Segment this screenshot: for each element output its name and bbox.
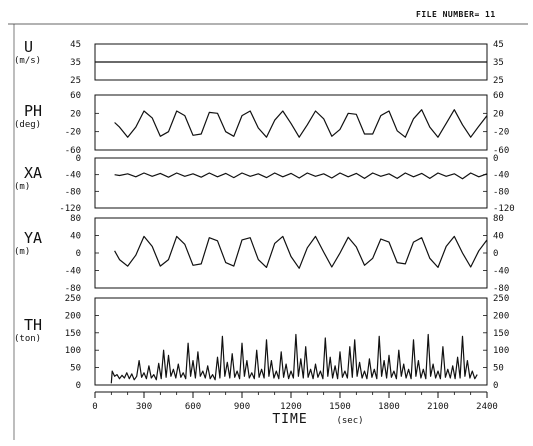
- y-tick-label-right: -40: [493, 171, 509, 181]
- y-tick-label-left: -20: [65, 128, 81, 138]
- y-tick-label-right: 50: [493, 364, 504, 374]
- y-tick-label-left: 200: [65, 311, 81, 321]
- y-tick-label-right: 25: [493, 76, 504, 86]
- panel-unit-th: (ton): [14, 334, 41, 344]
- x-axis-group: 0 300 600 900 1200 1500 1800 2100 2400: [92, 391, 498, 412]
- y-tick-label-left: 45: [70, 40, 81, 50]
- y-tick-label-left: -80: [65, 284, 81, 294]
- y-tick-label-right: -20: [493, 128, 509, 138]
- y-tick-label-left: 80: [70, 214, 81, 224]
- series-line-ph: [114, 109, 488, 138]
- x-tick-label: 1800: [378, 402, 400, 412]
- y-tick-label-right: 150: [493, 329, 509, 339]
- y-tick-label-right: -40: [493, 267, 509, 277]
- y-tick-label-left: 0: [76, 154, 81, 164]
- y-tick-label-right: 100: [493, 346, 509, 356]
- panel-frame-xa: [94, 157, 488, 209]
- y-tick-label-right: 45: [493, 40, 504, 50]
- x-tick-label: 2400: [476, 402, 498, 412]
- panel-ph: 60 20 -20 -60 60 20 -20 -60 PH(deg): [14, 91, 509, 156]
- y-tick-label-right: 60: [493, 91, 504, 101]
- x-tick-label: 600: [185, 402, 201, 412]
- series-line-ya: [114, 235, 488, 269]
- panel-name-ph: PH: [24, 102, 42, 120]
- y-tick-label-left: 50: [70, 364, 81, 374]
- panel-name-u: U: [24, 38, 33, 56]
- y-tick-label-right: 20: [493, 109, 504, 119]
- x-tick-label: 0: [92, 402, 97, 412]
- panel-ya: 80 40 0 -40 -80 80 40 0 -40 -80 YA(m): [14, 214, 509, 294]
- x-tick-label: 1500: [329, 402, 351, 412]
- panel-name-ya: YA: [24, 229, 42, 247]
- y-tick-label-right: 80: [493, 214, 504, 224]
- panel-frame-th: [94, 297, 488, 386]
- y-tick-label-left: 60: [70, 91, 81, 101]
- x-tick-label: 900: [234, 402, 250, 412]
- panel-name-xa: XA: [24, 164, 42, 182]
- panel-unit-ph: (deg): [14, 120, 41, 130]
- x-tick-label: 1200: [280, 402, 302, 412]
- y-tick-label-right: 35: [493, 58, 504, 68]
- panels-group: 45 35 25 45 35 25 U(m/s) 60 20 -20 -60 60 20 -20 -60 PH…: [14, 38, 515, 391]
- panel-u: 45 35 25 45 35 25 U(m/s): [14, 38, 504, 86]
- y-tick-label-left: 0: [76, 249, 81, 259]
- series-line-th: [110, 333, 478, 384]
- y-tick-label-left: -40: [65, 267, 81, 277]
- y-tick-label-right: 0: [493, 381, 498, 391]
- x-axis-label: TIME: [272, 412, 307, 427]
- panel-unit-xa: (m): [14, 182, 30, 192]
- y-tick-label-left: -80: [65, 187, 81, 197]
- y-tick-label-right: 0: [493, 154, 498, 164]
- panel-unit-u: (m/s): [14, 56, 41, 66]
- y-tick-label-right: -80: [493, 284, 509, 294]
- y-tick-label-right: -60: [493, 146, 509, 156]
- y-tick-label-left: -40: [65, 171, 81, 181]
- panel-name-th: TH: [24, 316, 42, 334]
- file-number-label: FILE NUMBER=: [416, 10, 480, 19]
- panel-th: 250 200 150 100 50 0 250 200 150 100 50 0 TH(ton): [14, 294, 509, 391]
- series-line-xa: [114, 172, 488, 180]
- panel-xa: 0 -40 -80 -120 0 -40 -80 -120 XA(m): [14, 154, 515, 214]
- x-axis-unit: (sec): [336, 416, 363, 426]
- y-tick-label-right: 40: [493, 232, 504, 242]
- x-tick-label: 300: [136, 402, 152, 412]
- y-tick-label-left: 25: [70, 76, 81, 86]
- y-tick-label-left: 100: [65, 346, 81, 356]
- y-tick-label-left: -120: [59, 204, 81, 214]
- y-tick-label-right: 0: [493, 249, 498, 259]
- y-tick-label-left: 150: [65, 329, 81, 339]
- file-number-value: 11: [485, 10, 496, 19]
- y-tick-label-right: -120: [493, 204, 515, 214]
- panel-frame-ph: [94, 94, 488, 151]
- y-tick-label-left: -60: [65, 146, 81, 156]
- y-tick-label-left: 250: [65, 294, 81, 304]
- y-tick-label-right: 200: [493, 311, 509, 321]
- y-tick-label-left: 35: [70, 58, 81, 68]
- y-tick-label-left: 40: [70, 232, 81, 242]
- y-tick-label-right: 250: [493, 294, 509, 304]
- panel-unit-ya: (m): [14, 247, 30, 257]
- y-tick-label-right: -80: [493, 187, 509, 197]
- x-tick-label: 2100: [427, 402, 449, 412]
- y-tick-label-left: 0: [76, 381, 81, 391]
- y-tick-label-left: 20: [70, 109, 81, 119]
